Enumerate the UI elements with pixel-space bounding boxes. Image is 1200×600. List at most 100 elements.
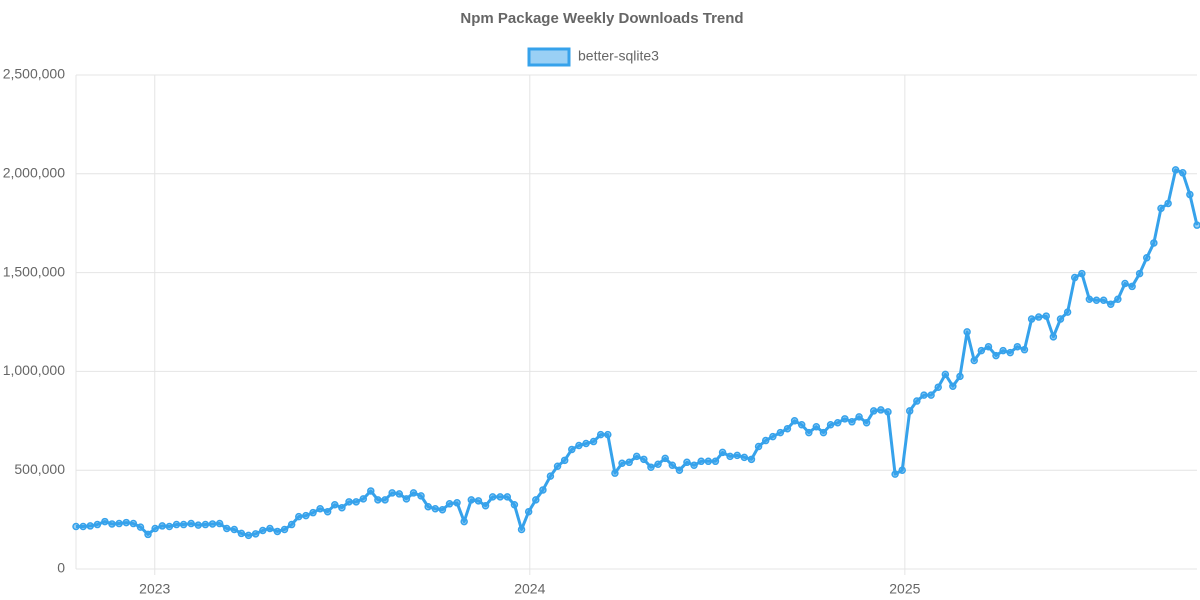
data-point [949,382,957,390]
data-point [913,397,921,405]
data-point [309,508,317,517]
data-point [747,455,756,464]
data-point [718,448,727,457]
data-point [1099,296,1108,305]
data-point [532,496,540,504]
data-point [790,417,799,425]
data-point [409,489,418,497]
data-point [927,391,935,399]
data-point [223,524,231,533]
data-point [431,504,440,513]
data-point [1085,295,1094,304]
data-point [101,517,109,526]
data-point [510,501,519,509]
legend-swatch [527,47,571,67]
data-point [884,408,892,416]
data-point [920,391,928,399]
data-point [194,521,203,529]
data-point [1121,279,1129,288]
data-point [1171,166,1180,174]
data-point [647,463,655,471]
data-point [316,504,324,513]
data-point [115,519,123,528]
chart-title: Npm Package Weekly Downloads Trend [460,10,743,27]
data-point [776,428,785,437]
data-point [891,470,899,478]
data-point [1070,273,1079,282]
data-point [575,441,583,450]
data-point [754,442,763,451]
data-point [805,428,813,437]
data-point [733,451,741,460]
data-point [589,437,598,446]
data-point [560,456,569,465]
data-point [1150,239,1158,247]
data-point [1157,204,1165,213]
data-point [690,461,698,470]
data-point [604,430,612,439]
x-tick-label: 2024 [514,581,545,597]
data-point [1114,295,1122,304]
data-point [517,525,526,534]
data-point [1063,308,1072,316]
data-point [280,525,289,534]
data-point [1178,169,1187,177]
data-point [445,500,454,508]
data-point [86,522,95,530]
data-point [726,452,734,461]
data-point [359,495,368,503]
data-point [963,328,971,336]
data-point [1042,312,1050,320]
data-point [761,436,770,445]
data-point [546,472,555,480]
data-point [179,520,188,529]
x-tick-label: 2025 [889,581,920,597]
data-point [877,406,885,414]
data-point [331,501,339,509]
data-point [640,455,648,464]
data-point [295,512,303,521]
y-tick-label: 500,000 [14,461,65,477]
data-point [956,372,964,381]
data-point [345,498,353,506]
data-point [1013,342,1022,351]
data-point [625,458,633,467]
data-point [417,492,425,500]
data-point [474,497,483,505]
data-point [1092,296,1101,305]
series-line [76,168,1199,537]
data-point [977,346,986,355]
data-point [488,493,497,501]
data-point [1186,190,1194,199]
data-point [654,460,662,469]
data-point [1006,348,1014,357]
data-point [122,518,131,527]
y-tick-label: 1,500,000 [3,263,65,279]
data-point [1128,282,1136,291]
data-point [618,459,626,468]
data-point [711,457,720,466]
data-point [1106,300,1115,308]
data-point [524,507,533,516]
data-point [841,415,849,423]
y-tick-label: 2,000,000 [3,165,65,181]
data-point [129,519,138,528]
data-point [992,351,1000,360]
data-point [244,531,253,540]
data-point [402,495,411,503]
data-point [323,507,332,516]
data-point [1078,269,1086,278]
data-point [144,530,152,539]
data-point [367,487,375,495]
data-point [740,453,749,462]
data-point [79,522,87,531]
data-point [208,520,217,528]
data-point [783,424,792,433]
data-point [1020,345,1029,354]
data-point [683,458,691,467]
data-point [1049,333,1058,341]
data-point [833,419,842,427]
data-point [158,522,167,530]
data-point [424,503,432,511]
data-point [1193,221,1200,229]
